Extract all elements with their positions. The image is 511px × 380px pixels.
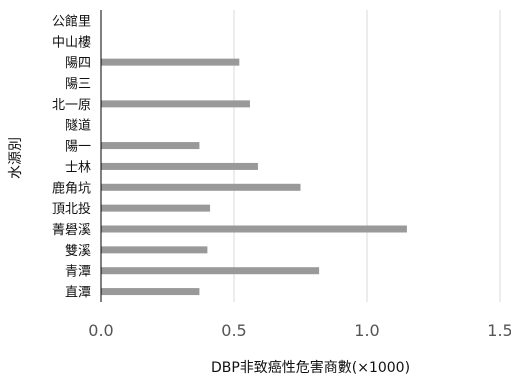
bar (101, 288, 200, 296)
bar (101, 58, 240, 66)
x-tick-label: 0.0 (88, 321, 113, 340)
category-label: 陽三 (65, 77, 91, 92)
bar (101, 162, 258, 170)
x-tick-label: 1.5 (487, 321, 511, 340)
category-label: 隧道 (65, 118, 91, 134)
x-tick-label: 1.0 (354, 321, 379, 340)
bar (101, 183, 301, 191)
bar (101, 246, 208, 254)
category-label: 青潭 (65, 265, 91, 280)
category-label: 頂北投 (52, 201, 91, 217)
bar (101, 225, 407, 233)
bar (101, 100, 250, 108)
category-label: 直潭 (65, 286, 91, 301)
category-label: 公館里 (52, 14, 91, 29)
y-axis-title: 水源別 (8, 137, 24, 179)
category-label: 陽四 (65, 56, 91, 71)
grid-lines (233, 10, 501, 302)
bar (101, 267, 320, 275)
bar (101, 204, 211, 212)
category-label: 中山樓 (52, 35, 91, 50)
category-label: 雙溪 (65, 244, 91, 259)
category-label: 陽一 (65, 140, 91, 155)
category-label: 北一原 (52, 98, 91, 113)
category-label: 士林 (65, 160, 91, 175)
bars (101, 58, 407, 296)
x-tick-labels: 0.0 0.5 1.0 1.5 (88, 321, 511, 340)
category-label: 鹿角坑 (52, 180, 91, 196)
category-label: 菁礐溪 (52, 222, 91, 238)
x-axis-title: DBP非致癌性危害商數(×1000) (211, 360, 410, 376)
x-tick-label: 0.5 (221, 321, 246, 340)
bar (101, 142, 200, 150)
